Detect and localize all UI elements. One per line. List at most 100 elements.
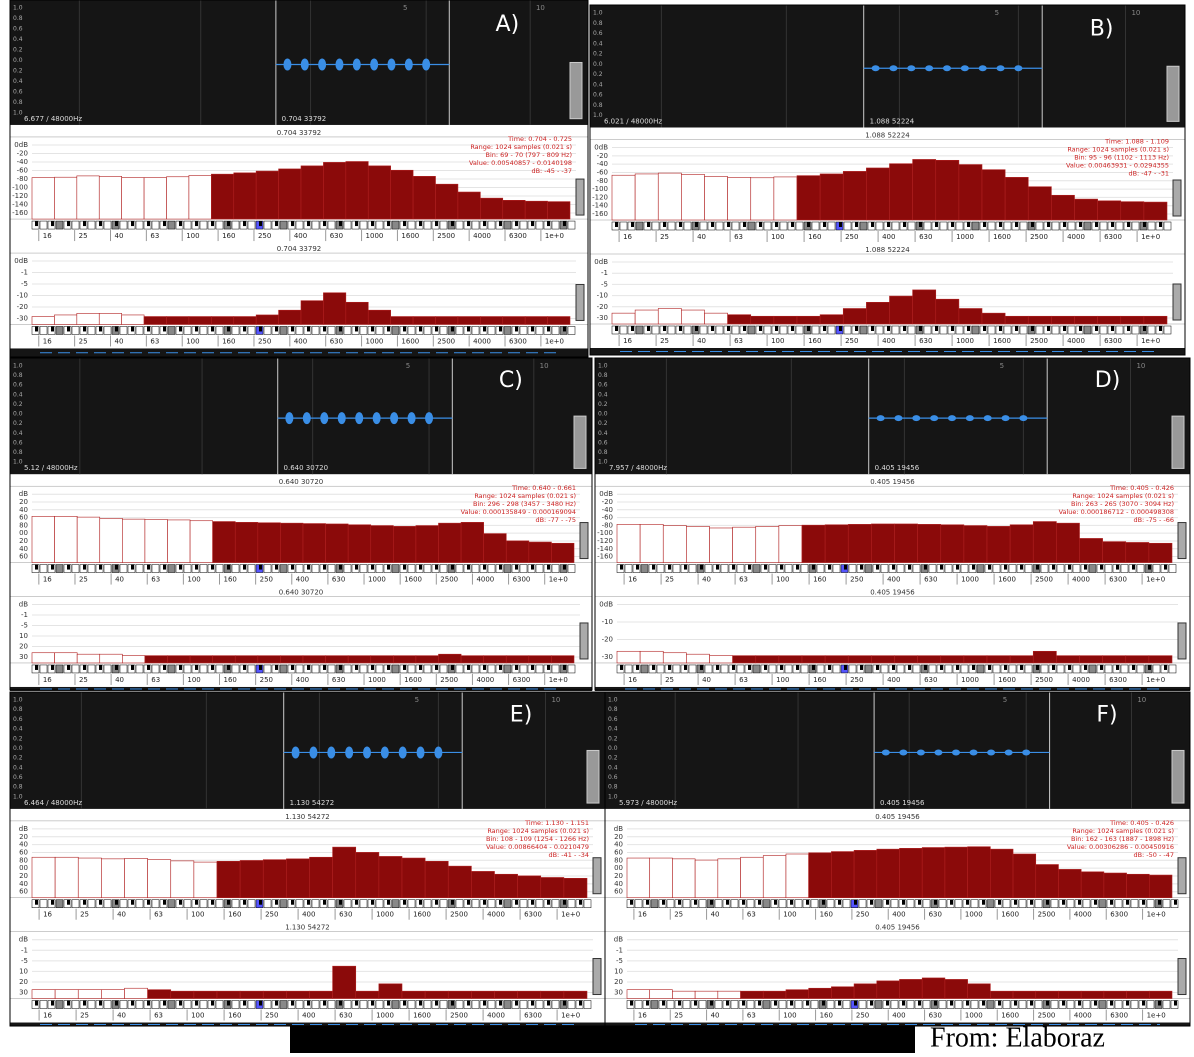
y-tick-label: -30 (17, 314, 28, 322)
key-black (780, 664, 783, 670)
waveform-tick: 0.4 (593, 40, 603, 47)
key (906, 899, 915, 908)
key-black (483, 221, 486, 227)
zoom-bar (1171, 415, 1185, 469)
key-black (211, 564, 214, 570)
key (103, 1000, 112, 1009)
key (439, 326, 448, 335)
spectrum-bar (233, 172, 257, 220)
waveform-burst (965, 415, 974, 422)
spectrum-bar (889, 163, 913, 221)
key (656, 564, 665, 573)
key-black (1143, 326, 1146, 331)
key (119, 326, 128, 335)
spectrum-info: dB: -41 - -34 (548, 851, 589, 859)
key-black (967, 326, 970, 331)
key (651, 325, 660, 335)
y-tick-label: -20 (597, 152, 608, 160)
spectrum-bar (551, 542, 575, 563)
y-tick-label: -100 (12, 184, 28, 192)
key-black (531, 899, 534, 905)
waveform-tick: 0.2 (13, 67, 23, 74)
key (704, 664, 713, 674)
key (199, 220, 208, 230)
y-tick-label: -80 (17, 175, 28, 183)
waveform-bg (10, 0, 588, 125)
key (634, 1000, 643, 1009)
key (391, 326, 400, 335)
key-black (147, 664, 150, 670)
spectrum-bar (300, 165, 324, 220)
key-black (179, 899, 182, 905)
y-tick-label: -1 (21, 269, 28, 277)
spectrum-bar (370, 525, 394, 563)
waveform-tick: 0.6 (593, 30, 603, 37)
spectrum-bar (842, 308, 867, 325)
freq-label: 2500 (1038, 911, 1056, 919)
timeline-mark: 10 (536, 4, 545, 12)
key (987, 221, 996, 231)
key-black (631, 222, 634, 227)
key (1040, 664, 1049, 674)
key (666, 1000, 675, 1009)
key (1072, 664, 1081, 674)
freq-label: 250 (845, 337, 858, 345)
overview-strip (595, 686, 1190, 691)
freq-label: 16 (628, 676, 637, 684)
key (359, 326, 368, 335)
waveform-burst (934, 749, 943, 756)
key (167, 564, 176, 573)
spectrum-bar (990, 848, 1014, 899)
key (1168, 564, 1177, 573)
freq-label: 6300 (509, 337, 527, 345)
key (311, 564, 320, 573)
spectrum-bar (824, 655, 849, 664)
y-tick-label: -80 (602, 521, 613, 529)
spectrum-bar (347, 655, 372, 664)
key-black (823, 222, 826, 227)
key (1098, 899, 1107, 908)
key-black (339, 564, 342, 570)
key-black (727, 222, 730, 227)
y-tick-label: 60 (19, 514, 28, 522)
y-tick-label: -140 (12, 201, 28, 209)
key-black (323, 326, 326, 332)
key-black (774, 899, 777, 905)
key-black (339, 1000, 342, 1006)
key-black (854, 899, 857, 905)
waveform-tick: 0.4 (608, 726, 618, 733)
freq-label: 6300 (513, 576, 531, 584)
key-black (403, 564, 406, 570)
key (832, 564, 841, 573)
freq-label: 250 (265, 911, 278, 919)
waveform-tick: 0.0 (598, 411, 608, 418)
key (720, 564, 729, 573)
key-black (99, 664, 102, 670)
key-black (387, 664, 390, 670)
key-black (147, 564, 150, 570)
key (923, 221, 932, 231)
spectrum2-header: 0.640 30720 (279, 589, 324, 597)
spectrum-info: Bin: 162 - 163 (1887 - 1898 Hz) (1071, 835, 1174, 843)
key-black (1132, 664, 1135, 670)
freq-label: 2500 (1030, 337, 1048, 345)
key (752, 564, 761, 573)
key-black (1142, 899, 1145, 905)
key (864, 564, 873, 573)
spectrum-bar (347, 524, 372, 563)
y-tick-label: -20 (17, 149, 28, 157)
key-black (871, 222, 874, 227)
key (699, 221, 708, 231)
spectrum-bar (54, 989, 79, 999)
spectrum-bar (233, 316, 257, 325)
key (864, 664, 873, 674)
y-tick-label: 0dB (594, 144, 608, 152)
scroll-thumb (592, 857, 602, 895)
key (1018, 899, 1027, 908)
spectrum-bar (727, 177, 752, 221)
y-tick-label: -80 (597, 177, 608, 185)
key-black (35, 326, 38, 332)
key (455, 564, 464, 573)
key (247, 564, 256, 573)
key (763, 325, 772, 335)
